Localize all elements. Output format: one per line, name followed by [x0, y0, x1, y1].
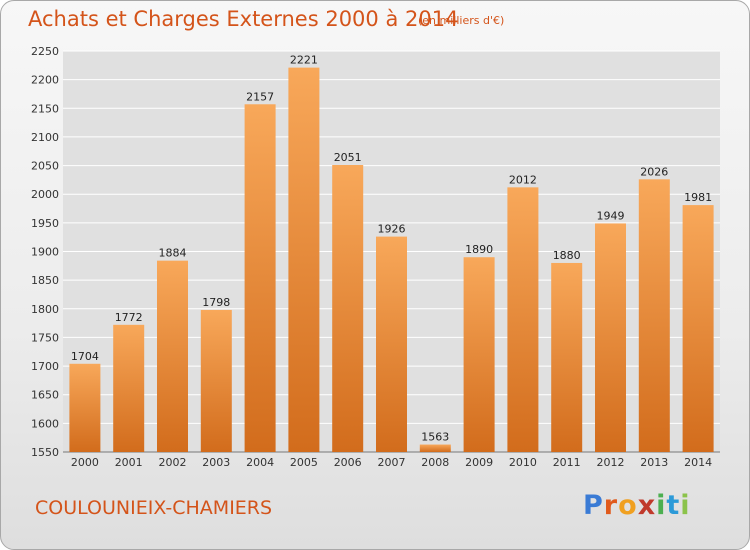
x-tick-label: 2005: [290, 456, 318, 469]
data-label: 1981: [684, 191, 712, 204]
logo-letter: x: [637, 490, 657, 521]
y-tick-label: 1600: [31, 417, 59, 430]
x-tick-label: 2009: [465, 456, 493, 469]
bar-2012: [595, 223, 626, 452]
x-tick-label: 2007: [378, 456, 406, 469]
logo-letter: o: [618, 490, 638, 521]
y-tick-label: 2000: [31, 188, 59, 201]
bar-2014: [682, 205, 714, 452]
data-label: 1563: [421, 431, 449, 444]
bar-2002: [157, 260, 188, 452]
commune-name: COULOUNIEIX-CHAMIERS: [35, 497, 273, 519]
logo-letter: P: [583, 490, 604, 521]
data-label: 2221: [290, 54, 318, 67]
data-label: 1772: [115, 311, 143, 324]
y-tick-label: 1650: [31, 389, 59, 402]
x-tick-label: 2008: [421, 456, 449, 469]
x-tick-label: 2000: [71, 456, 99, 469]
data-label: 2157: [246, 90, 274, 103]
data-label: 1880: [553, 249, 581, 262]
x-tick-label: 2004: [246, 456, 274, 469]
logo-letter: t: [666, 490, 681, 521]
x-tick-label: 2002: [159, 456, 187, 469]
y-tick-label: 2100: [31, 131, 59, 144]
data-label: 1949: [597, 209, 625, 222]
data-label: 1798: [202, 296, 230, 309]
x-tick-label: 2001: [115, 456, 143, 469]
y-tick-label: 2200: [31, 74, 59, 87]
chart-subtitle: (en milliers d'€): [418, 14, 505, 27]
y-tick-label: 1850: [31, 274, 59, 287]
bar-2003: [200, 309, 232, 452]
y-tick-label: 1700: [31, 360, 59, 373]
proxiti-logo[interactable]: Proxiti: [583, 490, 691, 521]
x-tick-label: 2013: [640, 456, 668, 469]
bar-2007: [376, 236, 407, 452]
data-label: 1704: [71, 350, 99, 363]
bar-2006: [332, 164, 364, 452]
data-label: 1890: [465, 243, 493, 256]
bar-2001: [113, 324, 145, 452]
x-tick-label: 2003: [202, 456, 230, 469]
logo-letter: i: [656, 490, 667, 521]
logo-letter: r: [603, 490, 619, 521]
y-tick-label: 2150: [31, 102, 59, 115]
y-tick-label: 2250: [31, 45, 59, 58]
bar-2010: [507, 187, 539, 452]
data-label: 2026: [640, 165, 668, 178]
y-tick-label: 1550: [31, 446, 59, 459]
y-tick-label: 1900: [31, 246, 59, 259]
y-tick-label: 1750: [31, 331, 59, 344]
y-tick-label: 1950: [31, 217, 59, 230]
x-tick-label: 2011: [553, 456, 581, 469]
x-tick-label: 2006: [334, 456, 362, 469]
bar-2011: [551, 262, 583, 452]
chart-title: Achats et Charges Externes 2000 à 2014: [28, 7, 459, 31]
bar-2008: [419, 444, 451, 452]
x-tick-label: 2010: [509, 456, 537, 469]
bar-2013: [638, 179, 670, 452]
bar-2000: [69, 363, 101, 452]
bar-2005: [288, 67, 320, 452]
bar-2004: [244, 104, 276, 453]
data-label: 2051: [334, 151, 362, 164]
x-tick-label: 2014: [684, 456, 712, 469]
y-tick-label: 2050: [31, 160, 59, 173]
x-tick-label: 2012: [597, 456, 625, 469]
data-label: 2012: [509, 173, 537, 186]
data-label: 1884: [159, 247, 187, 260]
bar-2009: [463, 257, 495, 452]
logo-letter: i: [680, 490, 691, 521]
y-tick-label: 1800: [31, 303, 59, 316]
data-label: 1926: [378, 223, 406, 236]
